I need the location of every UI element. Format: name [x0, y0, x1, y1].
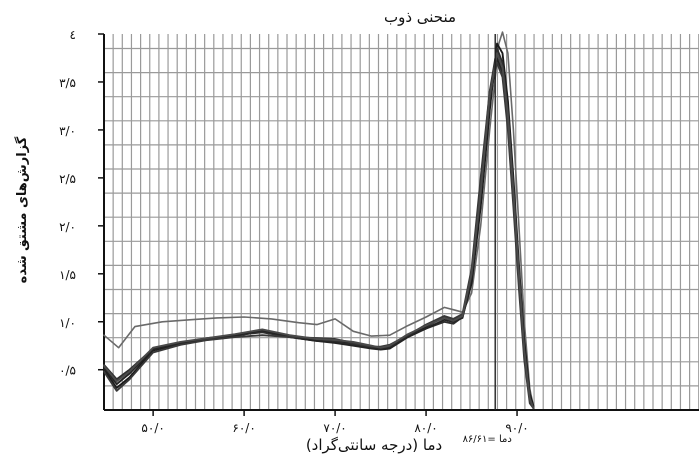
y-axis-label: گزارش‌های مشتق شده [14, 136, 30, 283]
y-tick-label: ۱/۵ [59, 268, 76, 282]
chart-title: منحنی ذوب [384, 8, 456, 26]
y-tick-label: ۳/۵ [59, 76, 76, 90]
series-line-6 [103, 52, 535, 410]
grid-lines [104, 34, 699, 410]
series-line-1 [103, 31, 535, 407]
y-tick-label: ۲/۰ [59, 220, 76, 234]
x-tick-label: ۹۰/۰ [505, 421, 528, 435]
y-tick-label: ۰/۵ [59, 364, 76, 378]
x-tick-label: ۷۰/۰ [323, 421, 346, 435]
y-tick-label: ۱/۰ [59, 316, 76, 330]
y-tick-label: ۳/۰ [59, 124, 76, 138]
x-tick-label: ۸۰/۰ [414, 421, 437, 435]
x-axis-label: دما (درجه سانتی‌گراد) [306, 436, 442, 454]
series-lines [103, 31, 535, 410]
axes [103, 34, 699, 411]
x-tick-label: ۶۰/۰ [232, 421, 255, 435]
y-tick-label: ۲/۵ [59, 172, 76, 186]
peak-temperature-label: دما =۸۶/۶۱ [463, 434, 512, 445]
annotations: دما =۸۶/۶۱ [463, 34, 512, 445]
tick-labels: ۰/۵ ۱/۰ ۱/۵ ۲/۰ ۲/۵ ۳/۰ ۳/۵ ٤ ۵۰/۰ ۶۰/۰ ۷۰/۰ ۸۰/۰ ۹۰… [59, 28, 529, 435]
y-tick-label: ٤ [70, 28, 76, 42]
x-tick-label: ۵۰/۰ [141, 421, 164, 435]
